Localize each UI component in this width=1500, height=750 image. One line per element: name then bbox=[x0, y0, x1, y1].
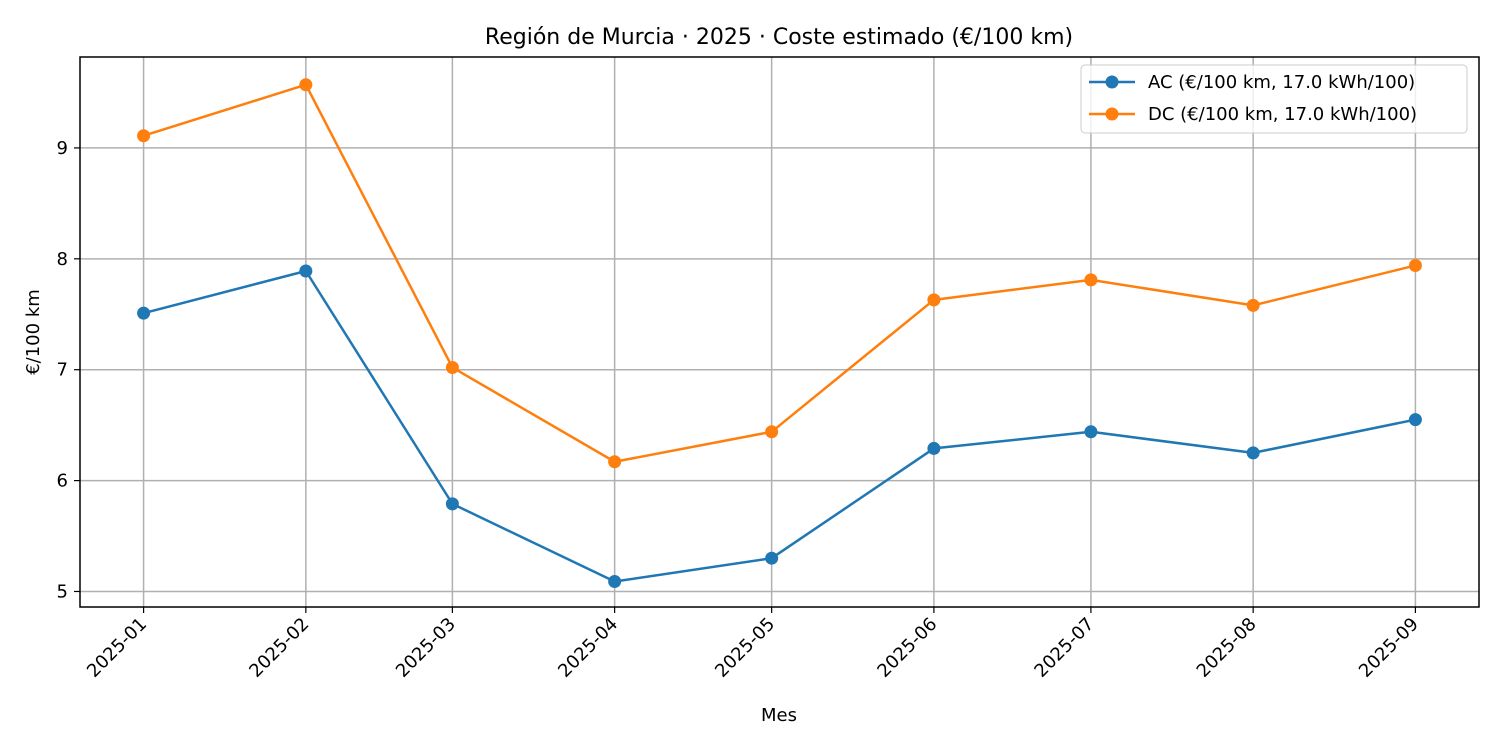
y-tick-label: 8 bbox=[57, 249, 68, 270]
data-point bbox=[608, 574, 622, 588]
y-tick-label: 9 bbox=[57, 138, 68, 159]
data-point bbox=[137, 306, 151, 320]
legend-marker bbox=[1105, 107, 1119, 121]
chart-title: Región de Murcia · 2025 · Coste estimado… bbox=[485, 25, 1073, 50]
y-axis: 5 6 7 8 9 bbox=[57, 138, 80, 602]
legend-marker bbox=[1105, 75, 1119, 89]
series-dc bbox=[137, 78, 1422, 469]
legend: AC (€/100 km, 17.0 kWh/100) DC (€/100 km,… bbox=[1080, 64, 1468, 134]
data-point bbox=[299, 264, 313, 278]
legend-label: DC (€/100 km, 17.0 kWh/100) bbox=[1148, 104, 1417, 125]
data-point bbox=[1408, 258, 1422, 272]
data-point bbox=[137, 129, 151, 143]
data-point bbox=[765, 551, 779, 565]
legend-label: AC (€/100 km, 17.0 kWh/100) bbox=[1148, 72, 1415, 93]
data-point bbox=[1246, 298, 1260, 312]
data-point bbox=[1084, 273, 1098, 287]
data-point bbox=[927, 293, 941, 307]
y-tick-label: 5 bbox=[57, 581, 68, 602]
y-tick-label: 6 bbox=[57, 471, 68, 492]
plot-area-frame bbox=[79, 56, 1480, 608]
y-axis-label: €/100 km bbox=[23, 289, 44, 375]
y-tick-label: 7 bbox=[57, 360, 68, 381]
series-ac bbox=[137, 264, 1422, 588]
grid bbox=[80, 57, 1479, 607]
data-point bbox=[445, 497, 459, 511]
data-point bbox=[1246, 446, 1260, 460]
data-point bbox=[765, 425, 779, 439]
data-point bbox=[1408, 413, 1422, 427]
data-point bbox=[299, 78, 313, 92]
x-axis-label: Mes bbox=[761, 705, 797, 726]
data-point bbox=[1084, 425, 1098, 439]
data-point bbox=[927, 441, 941, 455]
data-point bbox=[608, 455, 622, 469]
legend-box bbox=[1080, 64, 1468, 134]
series-layer bbox=[137, 78, 1422, 588]
data-point bbox=[445, 360, 459, 374]
